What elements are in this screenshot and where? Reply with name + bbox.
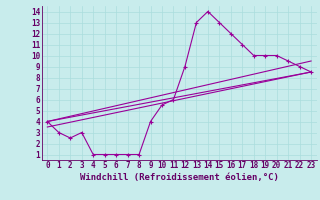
X-axis label: Windchill (Refroidissement éolien,°C): Windchill (Refroidissement éolien,°C): [80, 173, 279, 182]
